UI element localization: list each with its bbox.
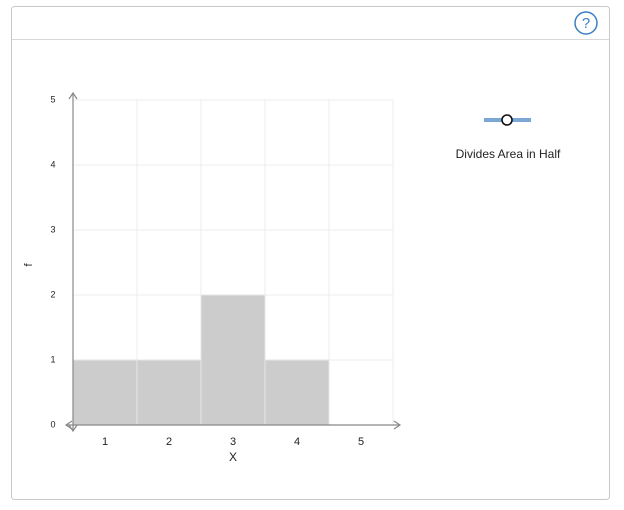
y-tick-label: 4 — [50, 159, 55, 169]
bar — [137, 360, 201, 425]
help-button[interactable]: ? — [574, 11, 598, 35]
y-tick-label: 5 — [50, 94, 55, 104]
y-axis-label: f — [23, 263, 35, 267]
x-tick-label: 3 — [230, 436, 236, 448]
y-tick-label: 2 — [50, 289, 55, 299]
y-tick-label: 3 — [50, 224, 55, 234]
tool-handle[interactable] — [501, 114, 513, 126]
chart: 0 1 2 3 4 5 1 2 3 4 5 Xf — [23, 91, 402, 464]
x-axis-arrow-left — [64, 420, 73, 430]
x-tick-label: 2 — [166, 436, 172, 448]
x-tick-label: 4 — [294, 436, 300, 448]
tool-label[interactable]: Divides Area in Half — [456, 147, 561, 161]
bar — [73, 360, 137, 425]
x-tick-label: 1 — [102, 436, 108, 448]
help-circle[interactable] — [574, 11, 598, 35]
y-axis-arrow-bottom — [68, 424, 78, 433]
y-tick-label: 0 — [50, 419, 55, 429]
bar — [265, 360, 329, 425]
x-axis-label: X — [229, 450, 237, 464]
y-tick-label: 1 — [50, 354, 55, 364]
bar — [201, 295, 265, 425]
y-axis-arrow-top — [68, 91, 78, 100]
x-axis-arrow-right — [393, 420, 402, 430]
median-tool[interactable]: Divides Area in Half — [456, 114, 561, 161]
x-tick-label: 5 — [358, 436, 364, 448]
help-text[interactable]: ? — [582, 15, 590, 32]
